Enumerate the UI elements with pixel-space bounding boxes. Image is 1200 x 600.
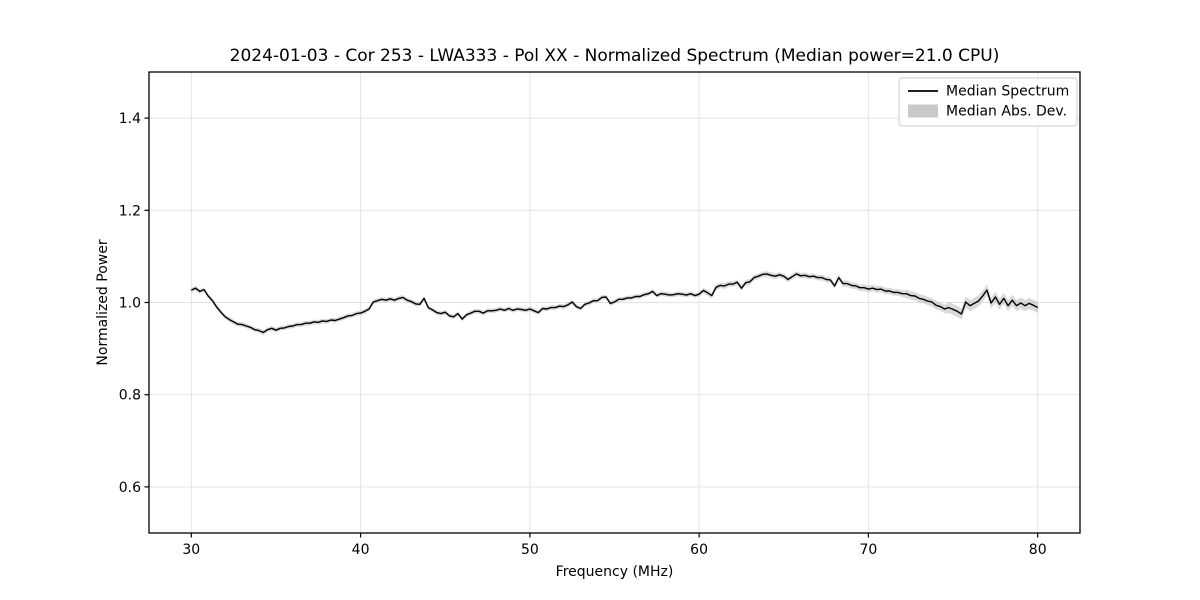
legend-box bbox=[898, 77, 1078, 127]
legend-label-median-spectrum: Median Spectrum bbox=[946, 84, 1069, 100]
legend-label-median-abs-dev: Median Abs. Dev. bbox=[946, 104, 1067, 120]
y-tick-label: 0.8 bbox=[119, 388, 141, 404]
x-tick-label: 40 bbox=[352, 542, 370, 558]
x-tick-label: 70 bbox=[859, 542, 877, 558]
x-tick-label: 60 bbox=[690, 542, 708, 558]
median-abs-dev-band bbox=[191, 271, 1038, 335]
median-spectrum-line bbox=[191, 273, 1039, 334]
y-tick-label: 1.0 bbox=[119, 296, 141, 312]
y-tick-label: 1.4 bbox=[119, 111, 141, 127]
y-tick-label: 0.6 bbox=[119, 480, 141, 496]
x-tick-label: 50 bbox=[521, 542, 539, 558]
chart-title: 2024-01-03 - Cor 253 - LWA333 - Pol XX -… bbox=[230, 46, 1000, 66]
y-axis-label: Normalized Power bbox=[95, 239, 111, 365]
x-tick-label: 30 bbox=[182, 542, 200, 558]
legend: Median Spectrum Median Abs. Dev. bbox=[898, 77, 1078, 127]
median-spectrum-path bbox=[191, 273, 1039, 334]
x-tick-label: 80 bbox=[1029, 542, 1047, 558]
x-axis-label: Frequency (MHz) bbox=[556, 564, 674, 580]
y-tick-label: 1.2 bbox=[119, 203, 141, 219]
plot-frame bbox=[148, 71, 1081, 534]
axis-ticks: 30 40 50 60 70 80 0.6 0.8 1.0 1.2 1.4 bbox=[119, 111, 1047, 558]
median-abs-dev-area bbox=[191, 271, 1038, 335]
legend-patch-sample bbox=[908, 104, 938, 118]
